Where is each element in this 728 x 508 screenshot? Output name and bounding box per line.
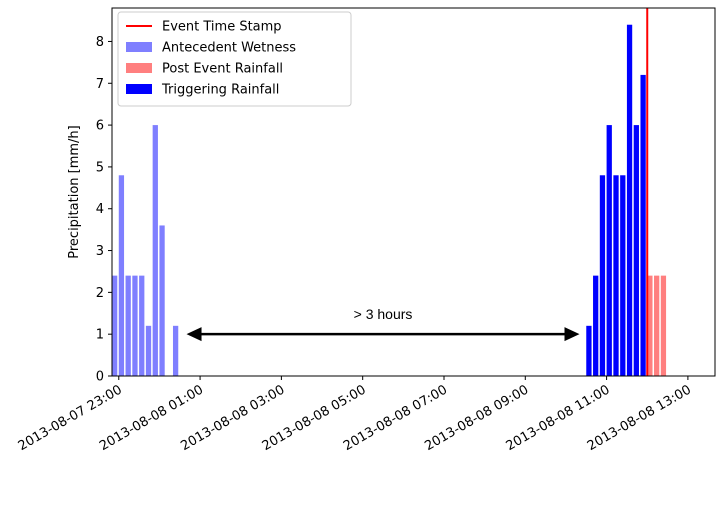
gap-arrow-head-right	[564, 327, 580, 342]
antecedent-wetness-bar	[159, 225, 165, 376]
annotation-layer: > 3 hours	[186, 306, 580, 342]
antecedent-wetness-bar	[152, 125, 158, 376]
post-event-rainfall-bar	[654, 275, 660, 376]
triggering-rainfall-legend-label: Triggering Rainfall	[161, 83, 279, 98]
y-tick-label: 8	[96, 35, 104, 50]
y-tick-label: 5	[96, 160, 104, 175]
triggering-rainfall-bar	[640, 74, 646, 376]
y-tick-label: 0	[96, 370, 104, 385]
y-tick-label: 7	[96, 77, 104, 92]
plot-frame	[111, 7, 716, 377]
triggering-rainfall-bar	[593, 275, 599, 376]
triggering-rainfall-bar	[613, 175, 619, 376]
triggering-rainfall-bar	[620, 175, 626, 376]
post-event-rainfall-bar	[647, 275, 653, 376]
antecedent-wetness-bar	[112, 275, 118, 376]
bars-layer	[112, 24, 667, 377]
post-event-rainfall-bar	[660, 275, 667, 376]
event-time-stamp-legend-label: Event Time Stamp	[162, 20, 282, 35]
antecedent-wetness-bar	[145, 325, 152, 376]
y-axis-label: Precipitation [mm/h]	[67, 125, 82, 258]
legend-box	[117, 11, 352, 107]
antecedent-wetness-legend-swatch	[126, 42, 152, 52]
gap-arrow-head-left	[186, 327, 202, 342]
y-tick-label: 2	[96, 286, 104, 301]
triggering-rainfall-legend-swatch	[126, 84, 152, 94]
triggering-rainfall-bar	[606, 125, 612, 376]
antecedent-wetness-bar	[172, 325, 179, 376]
antecedent-wetness-legend-label: Antecedent Wetness	[162, 41, 296, 56]
antecedent-wetness-bar	[125, 275, 131, 376]
y-tick-label: 3	[96, 244, 104, 259]
gap-annotation-label: > 3 hours	[354, 306, 413, 322]
antecedent-wetness-bar	[118, 175, 125, 376]
y-tick-label: 4	[96, 202, 104, 217]
post-event-rainfall-legend-swatch	[126, 63, 152, 73]
post-event-rainfall-legend-label: Post Event Rainfall	[162, 62, 283, 77]
legend: Event Time Stamp Antecedent Wetness Post E…	[117, 11, 352, 107]
y-tick-label: 1	[96, 328, 104, 343]
antecedent-wetness-bar	[132, 275, 138, 376]
triggering-rainfall-bar	[599, 175, 606, 376]
triggering-rainfall-bar	[633, 125, 639, 376]
antecedent-wetness-bar	[139, 275, 145, 376]
triggering-rainfall-bar	[626, 24, 633, 377]
y-tick-label: 6	[96, 119, 104, 134]
triggering-rainfall-bar	[586, 325, 592, 376]
